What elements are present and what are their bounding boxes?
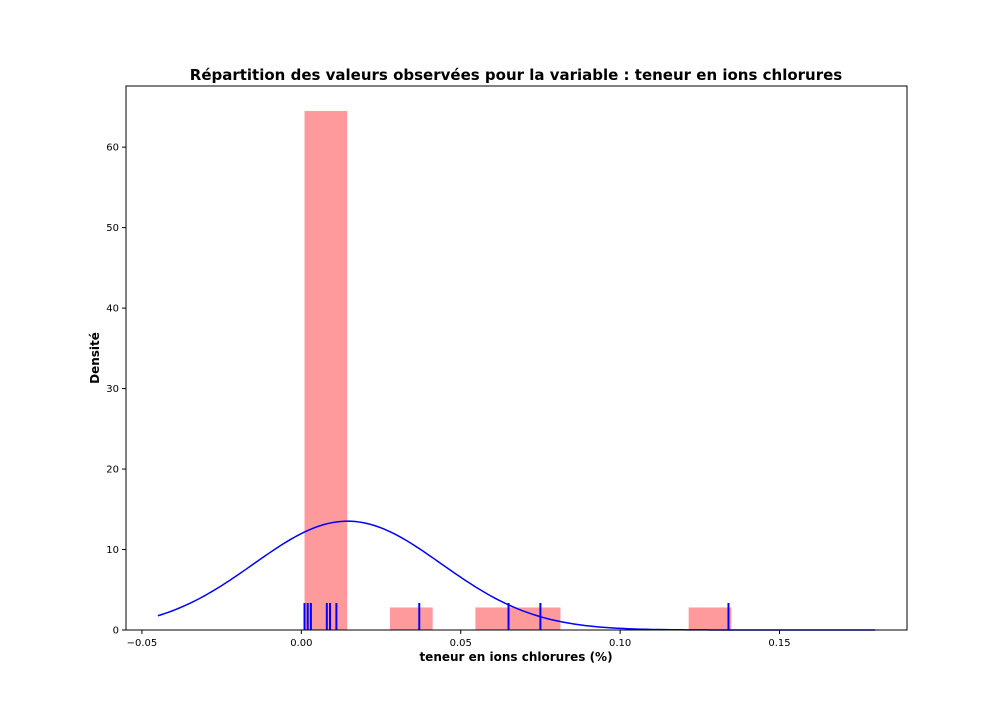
histogram-bar: [304, 110, 348, 630]
y-tick-label: 10: [106, 545, 119, 556]
x-tick-label: −0.05: [127, 638, 158, 649]
x-axis-label: teneur en ions chlorures (%): [419, 650, 612, 664]
y-tick-label: 30: [106, 384, 119, 395]
histogram-bar: [688, 607, 732, 630]
bars-layer: [304, 110, 732, 630]
chart-title: Répartition des valeurs observées pour l…: [190, 66, 843, 84]
x-tick-label: 0.00: [290, 638, 312, 649]
y-tick-label: 0: [113, 626, 119, 637]
histogram-bar: [475, 607, 561, 630]
y-axis-label: Densité: [88, 332, 102, 384]
plot-frame: [125, 85, 908, 631]
y-tick-label: 60: [106, 143, 119, 154]
x-tick-label: 0.10: [609, 638, 631, 649]
y-axis-ticks: 0 10 20 30 40 50 60: [106, 143, 126, 637]
x-axis-ticks: −0.05 0.00 0.05 0.10 0.15: [127, 630, 791, 649]
y-tick-label: 20: [106, 465, 119, 476]
y-tick-label: 50: [106, 223, 119, 234]
x-tick-label: 0.05: [450, 638, 472, 649]
x-tick-label: 0.15: [768, 638, 790, 649]
histogram-bar: [389, 607, 433, 630]
y-tick-label: 40: [106, 304, 119, 315]
